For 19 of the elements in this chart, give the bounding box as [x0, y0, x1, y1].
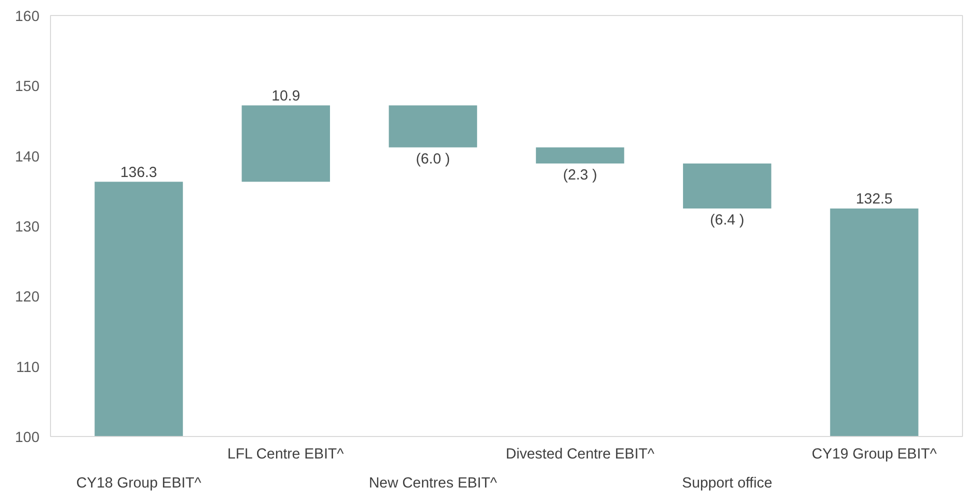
x-tick-label: CY18 Group EBIT^ [76, 476, 202, 492]
x-tick-label: New Centres EBIT^ [368, 476, 498, 492]
y-tick-label: 130 [15, 220, 40, 236]
x-tick-label: Divested Centre EBIT^ [506, 446, 654, 462]
x-tick-label: LFL Centre EBIT^ [227, 446, 344, 462]
data-label: 132.5 [856, 191, 893, 208]
y-tick-label: 160 [15, 9, 40, 25]
y-tick-label: 120 [15, 290, 40, 306]
data-label: (6.0 ) [416, 151, 450, 168]
y-tick-label: 150 [15, 79, 40, 96]
data-label: 10.9 [272, 88, 300, 104]
x-tick-label: Support office [682, 476, 772, 492]
data-label: (6.4 ) [710, 212, 744, 228]
data-label: 136.3 [120, 164, 158, 181]
x-tick-label: CY19 Group EBIT^ [812, 446, 937, 462]
y-tick-label: 140 [15, 149, 40, 166]
data-label: (2.3 ) [562, 168, 598, 184]
y-tick-label: 100 [15, 430, 40, 446]
y-tick-label: 110 [16, 360, 40, 376]
